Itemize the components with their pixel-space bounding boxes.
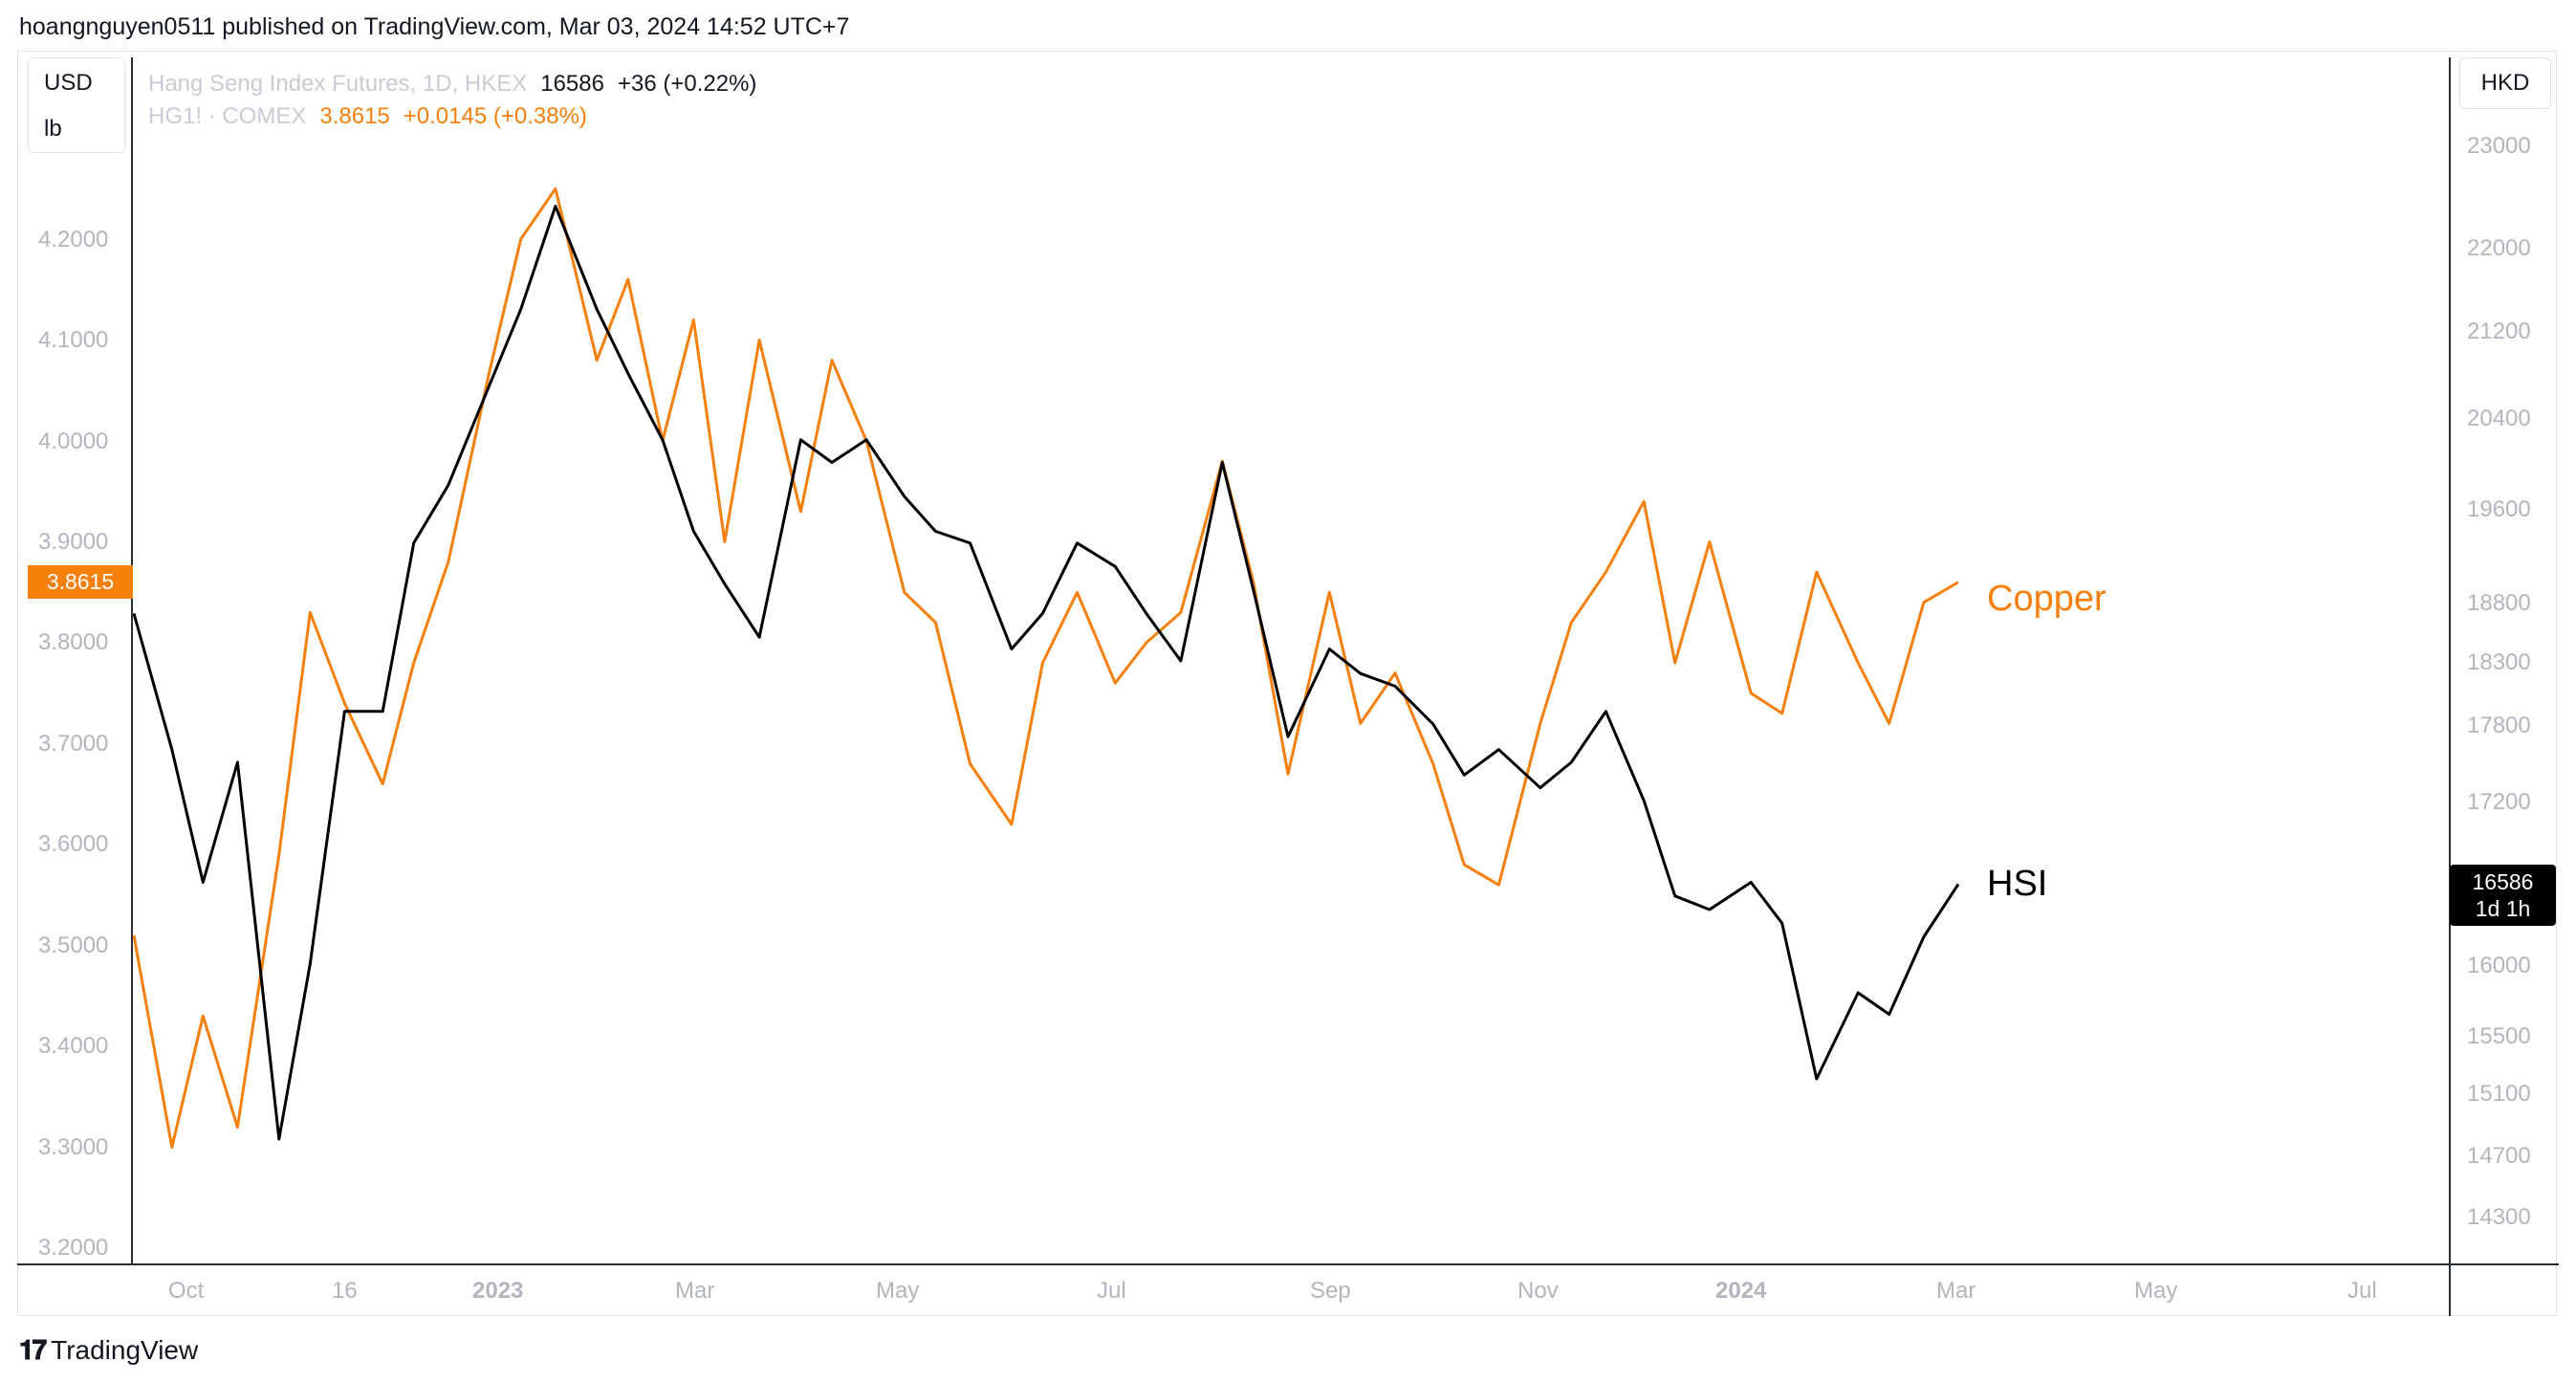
left-tick: 3.3000	[38, 1134, 109, 1160]
left-tick: 3.4000	[38, 1033, 109, 1059]
publisher-line: hoangnguyen0511 published on TradingView…	[19, 13, 850, 40]
copper-price-tag: 3.8615	[28, 565, 133, 599]
x-tick: Oct	[168, 1278, 205, 1304]
legend-hsi-change: +36 (+0.22%)	[617, 71, 757, 97]
hsi-price-tag-value: 16586	[2472, 869, 2534, 894]
left-tick: 4.2000	[38, 227, 109, 252]
x-tick: 16	[332, 1278, 358, 1304]
x-tick: Mar	[675, 1278, 715, 1304]
legend-hsi-value: 16586	[540, 71, 604, 97]
right-tick: 19600	[2467, 496, 2531, 522]
x-tick: Nov	[1517, 1278, 1559, 1304]
legend-copper-name: HG1! · COMEX	[148, 103, 307, 129]
hsi-series	[132, 205, 1960, 1141]
tradingview-logo-icon: 𝟏𝟕	[19, 1335, 47, 1365]
left-tick: 3.2000	[38, 1235, 109, 1261]
right-tick: 22000	[2467, 235, 2531, 261]
x-tick-year: 2023	[472, 1278, 524, 1304]
left-tick: 3.5000	[38, 933, 109, 958]
right-tick: 21200	[2467, 318, 2531, 344]
right-tick: 18800	[2467, 590, 2531, 616]
unit-label: lb	[44, 116, 62, 142]
right-tick: 16000	[2467, 953, 2531, 978]
left-tick: 4.0000	[38, 428, 109, 454]
legend-copper-value: 3.8615	[319, 103, 390, 129]
right-tick: 15500	[2467, 1023, 2531, 1049]
legend-copper[interactable]: HG1! · COMEX 3.8615 +0.0145 (+0.38%)	[148, 103, 600, 130]
copper-series-label: Copper	[1987, 579, 2107, 619]
x-tick: Mar	[1936, 1278, 1976, 1304]
hsi-price-tag: 16586 1d 1h	[2450, 865, 2556, 926]
x-tick: Jul	[2347, 1278, 2377, 1304]
left-tick: 3.6000	[38, 831, 109, 857]
hsi-price-tag-timer: 1d 1h	[2475, 896, 2531, 921]
left-tick: 3.9000	[38, 529, 109, 555]
x-tick: Jul	[1097, 1278, 1126, 1304]
x-tick: May	[2134, 1278, 2178, 1304]
hsi-layer-line	[132, 205, 1960, 1141]
right-tick: 20400	[2467, 406, 2531, 431]
x-tick-year: 2024	[1715, 1278, 1767, 1304]
right-tick: 14700	[2467, 1143, 2531, 1169]
copper-series	[132, 187, 1959, 1149]
right-tick: 17200	[2467, 789, 2531, 815]
tradingview-logo[interactable]: 𝟏𝟕 TradingView	[19, 1335, 198, 1367]
left-tick: 4.1000	[38, 327, 109, 353]
left-tick: 3.7000	[38, 731, 109, 757]
left-unit-selector[interactable]: USD lb	[28, 57, 125, 153]
brand-label: TradingView	[51, 1335, 199, 1365]
left-tick: 3.8000	[38, 629, 109, 655]
right-tick: 17800	[2467, 713, 2531, 738]
legend-hsi[interactable]: Hang Seng Index Futures, 1D, HKEX 16586 +3…	[148, 71, 770, 98]
right-tick: 14300	[2467, 1204, 2531, 1230]
copper-layer-line	[132, 187, 1959, 1149]
right-tick: 18300	[2467, 649, 2531, 675]
x-tick: May	[876, 1278, 920, 1304]
legend-hsi-name: Hang Seng Index Futures, 1D, HKEX	[148, 71, 528, 97]
right-tick: 15100	[2467, 1081, 2531, 1107]
legend-copper-change: +0.0145 (+0.38%)	[403, 103, 587, 129]
hsi-series-label: HSI	[1987, 864, 2048, 904]
right-currency-selector[interactable]: HKD	[2459, 57, 2551, 109]
currency-label: USD	[44, 70, 93, 96]
x-tick: Sep	[1310, 1278, 1351, 1304]
chart-frame[interactable]	[17, 51, 2557, 1316]
right-tick: 23000	[2467, 133, 2531, 159]
